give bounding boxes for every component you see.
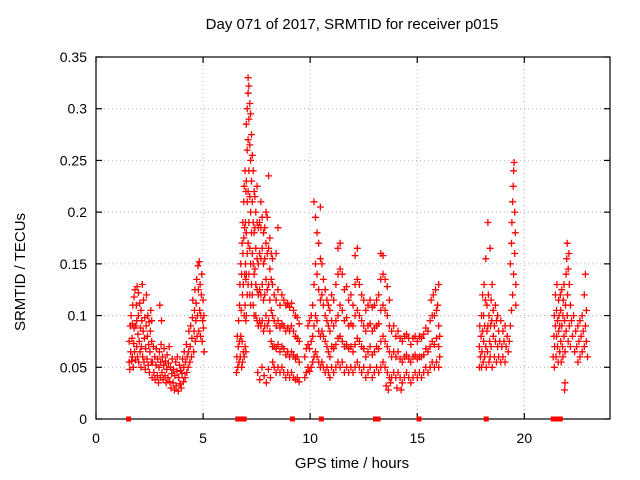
y-tick-label: 0.35 [60,49,87,65]
baseline-square [557,416,563,422]
y-tick-label: 0 [79,411,87,427]
tick-marks [95,56,610,420]
x-tick-label: 5 [199,430,207,446]
y-tick-labels: 0 0.05 0.1 0.15 0.2 0.25 0.3 0.35 [60,49,87,427]
x-tick-label: 20 [517,430,533,446]
y-axis-label: SRMTID / TECUs [12,213,29,331]
x-tick-labels: 0 5 10 15 20 [92,430,532,446]
y-tick-label: 0.15 [60,256,87,272]
y-tick-label: 0.1 [68,308,88,324]
baseline-square [318,416,324,422]
baseline-square [483,416,489,422]
baseline-square-markers [126,416,563,422]
baseline-square [375,416,381,422]
baseline-square [241,416,247,422]
baseline-square [238,416,244,422]
baseline-square [373,416,378,422]
x-tick-label: 0 [92,430,100,446]
baseline-square [416,416,422,422]
x-axis-label: GPS time / hours [295,455,409,472]
grid-lines [96,57,610,419]
x-tick-label: 15 [409,430,425,446]
baseline-square [235,416,241,422]
plot-generated-layer: 0 5 10 15 20 0 0.05 0.1 0.15 0.2 0.25 0.3 0.35 [60,49,611,446]
y-tick-label: 0.05 [60,359,87,375]
baseline-square [289,416,295,422]
y-tick-label: 0.25 [60,152,87,168]
plot-frame [95,56,611,420]
scatter-points [125,74,591,395]
y-tick-label: 0.3 [68,101,88,117]
baseline-square [550,416,556,422]
chart-title: Day 071 of 2017, SRMTID for receiver p01… [206,16,499,33]
y-tick-label: 0.2 [68,204,88,220]
x-tick-label: 10 [302,430,318,446]
baseline-square [126,416,132,422]
